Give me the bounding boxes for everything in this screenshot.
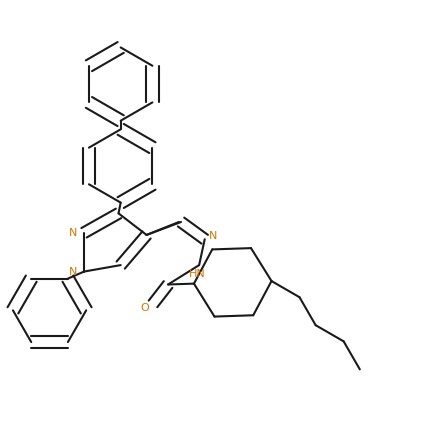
Text: HN: HN (188, 269, 205, 279)
Text: N: N (209, 231, 217, 241)
Text: N: N (69, 228, 77, 238)
Text: N: N (69, 266, 77, 277)
Text: O: O (141, 303, 149, 313)
